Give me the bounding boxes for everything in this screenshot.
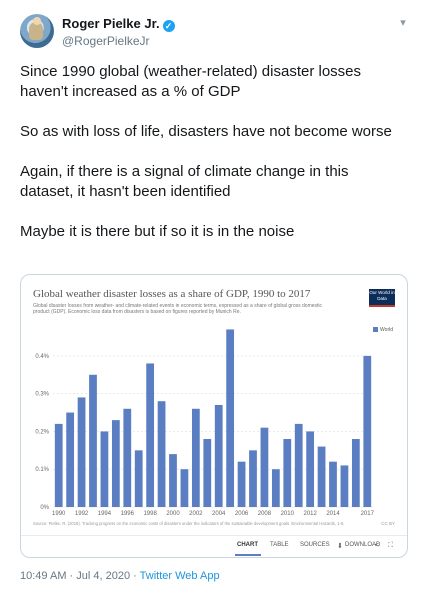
- y-tick-label: 0%: [40, 505, 49, 511]
- verified-badge-icon: ✓: [162, 20, 175, 32]
- bar-chart: 0% 0.1% 0.2% 0.3% 0.4% 1990 1992 1994 1996 1998 20…: [35, 329, 375, 517]
- bar: [191, 408, 200, 507]
- chart-legend: World: [373, 327, 393, 333]
- chart-subtitle: Global disaster losses from weather- and…: [33, 303, 323, 315]
- tweet-meta: 10:49 AM · Jul 4, 2020 · Twitter Web App: [20, 570, 220, 582]
- tweet-source-app[interactable]: Twitter Web App: [139, 570, 220, 582]
- tweet-date[interactable]: Jul 4, 2020: [76, 570, 131, 582]
- bar: [66, 412, 75, 507]
- avatar-head: [33, 17, 41, 25]
- share-icon[interactable]: <: [375, 542, 380, 549]
- x-tick-label: 1996: [121, 511, 135, 517]
- bar: [363, 355, 372, 507]
- bar: [249, 450, 257, 507]
- bar: [260, 427, 269, 507]
- avatar-figure: [29, 22, 43, 40]
- bar: [180, 469, 189, 507]
- legend-swatch: [373, 327, 379, 332]
- x-tick-label: 2010: [281, 511, 295, 517]
- x-tick-label: 1998: [143, 511, 157, 517]
- y-tick-label: 0.1%: [35, 467, 49, 473]
- author-name[interactable]: Roger Pielke Jr. ✓: [62, 16, 175, 32]
- tweet-header: Roger Pielke Jr. ✓ @RogerPielkeJr ▾: [20, 14, 410, 54]
- x-tick-label: 2017: [361, 511, 375, 517]
- meta-separator: ·: [66, 570, 77, 582]
- x-tick-label: 2004: [212, 511, 226, 517]
- tweet-paragraph: So as with loss of life, disasters have …: [20, 123, 392, 140]
- bar: [317, 446, 326, 507]
- x-tick-label: 2000: [166, 511, 180, 517]
- x-tick-label: 2014: [326, 511, 340, 517]
- expand-icon[interactable]: ⛶: [388, 542, 393, 549]
- x-tick-label: 1992: [75, 511, 89, 517]
- chevron-down-icon[interactable]: ▾: [400, 17, 406, 29]
- bar: [214, 405, 223, 507]
- chart-card[interactable]: Global weather disaster losses as a shar…: [20, 274, 408, 558]
- bar: [340, 465, 349, 507]
- x-tick-label: 2012: [303, 511, 317, 517]
- bar: [77, 397, 86, 507]
- tab-sources[interactable]: SOURCES: [300, 542, 330, 548]
- meta-separator: ·: [130, 570, 140, 582]
- chart-tabs: CHART TABLE SOURCES ⬇ DOWNLOAD < ⛶: [21, 535, 407, 556]
- tab-download[interactable]: DOWNLOAD: [345, 542, 381, 548]
- x-tick-label: 1994: [98, 511, 112, 517]
- bar: [100, 431, 109, 507]
- bar: [146, 363, 155, 507]
- bar: [271, 469, 280, 507]
- tweet-paragraph: Maybe it is there but if so it is in the…: [20, 223, 295, 240]
- tweet-text: Since 1990 global (weather-related) disa…: [20, 62, 400, 262]
- bar: [54, 423, 63, 507]
- chart-title: Global weather disaster losses as a shar…: [33, 288, 311, 300]
- bar: [111, 420, 120, 507]
- bar: [134, 450, 143, 507]
- bar: [89, 374, 97, 507]
- tab-table[interactable]: TABLE: [270, 542, 289, 548]
- tweet-paragraph: Again, if there is a signal of climate c…: [20, 163, 349, 200]
- avatar[interactable]: [20, 14, 54, 48]
- bar: [157, 401, 166, 507]
- tab-chart[interactable]: CHART: [237, 542, 258, 548]
- y-tick-label: 0.4%: [35, 354, 49, 360]
- y-tick-label: 0.2%: [35, 429, 49, 435]
- active-tab-indicator: [235, 554, 261, 556]
- legend-label: World: [380, 327, 393, 333]
- bar: [237, 461, 246, 507]
- bar: [294, 423, 303, 507]
- chart-license[interactable]: CC BY: [381, 521, 395, 526]
- x-tick-label: 2006: [235, 511, 249, 517]
- bar: [226, 329, 235, 507]
- bar: [283, 439, 292, 507]
- bar: [203, 439, 212, 507]
- bar: [351, 439, 360, 507]
- tweet-time[interactable]: 10:49 AM: [20, 570, 67, 582]
- bar: [123, 408, 132, 507]
- author-name-text: Roger Pielke Jr.: [62, 16, 160, 31]
- bar: [329, 461, 337, 507]
- x-tick-label: 2002: [189, 511, 203, 517]
- x-tick-label: 2008: [258, 511, 272, 517]
- y-tick-label: 0.3%: [35, 392, 49, 398]
- tweet-paragraph: Since 1990 global (weather-related) disa…: [20, 63, 362, 100]
- owid-logo[interactable]: Our World in Data: [369, 289, 395, 307]
- x-tick-label: 1990: [52, 511, 66, 517]
- chart-source: Source: Pielke, R. (2018). Tracking prog…: [33, 521, 345, 526]
- author-handle[interactable]: @RogerPielkeJr: [62, 34, 150, 48]
- bar: [306, 431, 315, 507]
- bar: [169, 454, 177, 507]
- download-icon: ⬇: [337, 543, 343, 550]
